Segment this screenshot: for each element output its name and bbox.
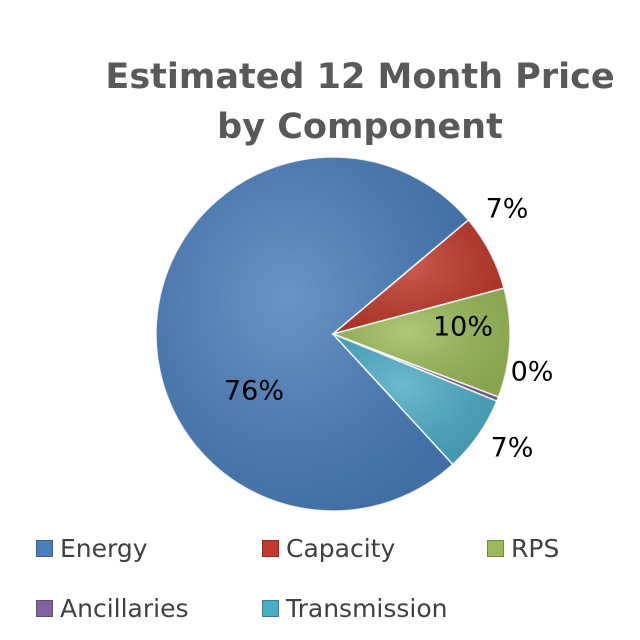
data-label-rps: 10%	[433, 312, 493, 343]
data-label-energy: 76%	[224, 376, 284, 407]
pie-slice-shade-rps	[333, 288, 510, 398]
chart-title-line-2: by Component	[217, 107, 503, 147]
pie-slice-shade-energy	[155, 156, 469, 511]
chart-title: Estimated 12 Month Price by Component	[20, 52, 640, 152]
data-label-capacity: 7%	[486, 194, 529, 225]
data-label-ancillaries: 0%	[511, 357, 554, 388]
pie-slice-shade-capacity	[333, 220, 504, 334]
pie-slice-shade-transmission	[333, 334, 497, 465]
chart-title-line-1: Estimated 12 Month Price	[105, 57, 615, 97]
data-label-transmission: 7%	[491, 433, 534, 464]
